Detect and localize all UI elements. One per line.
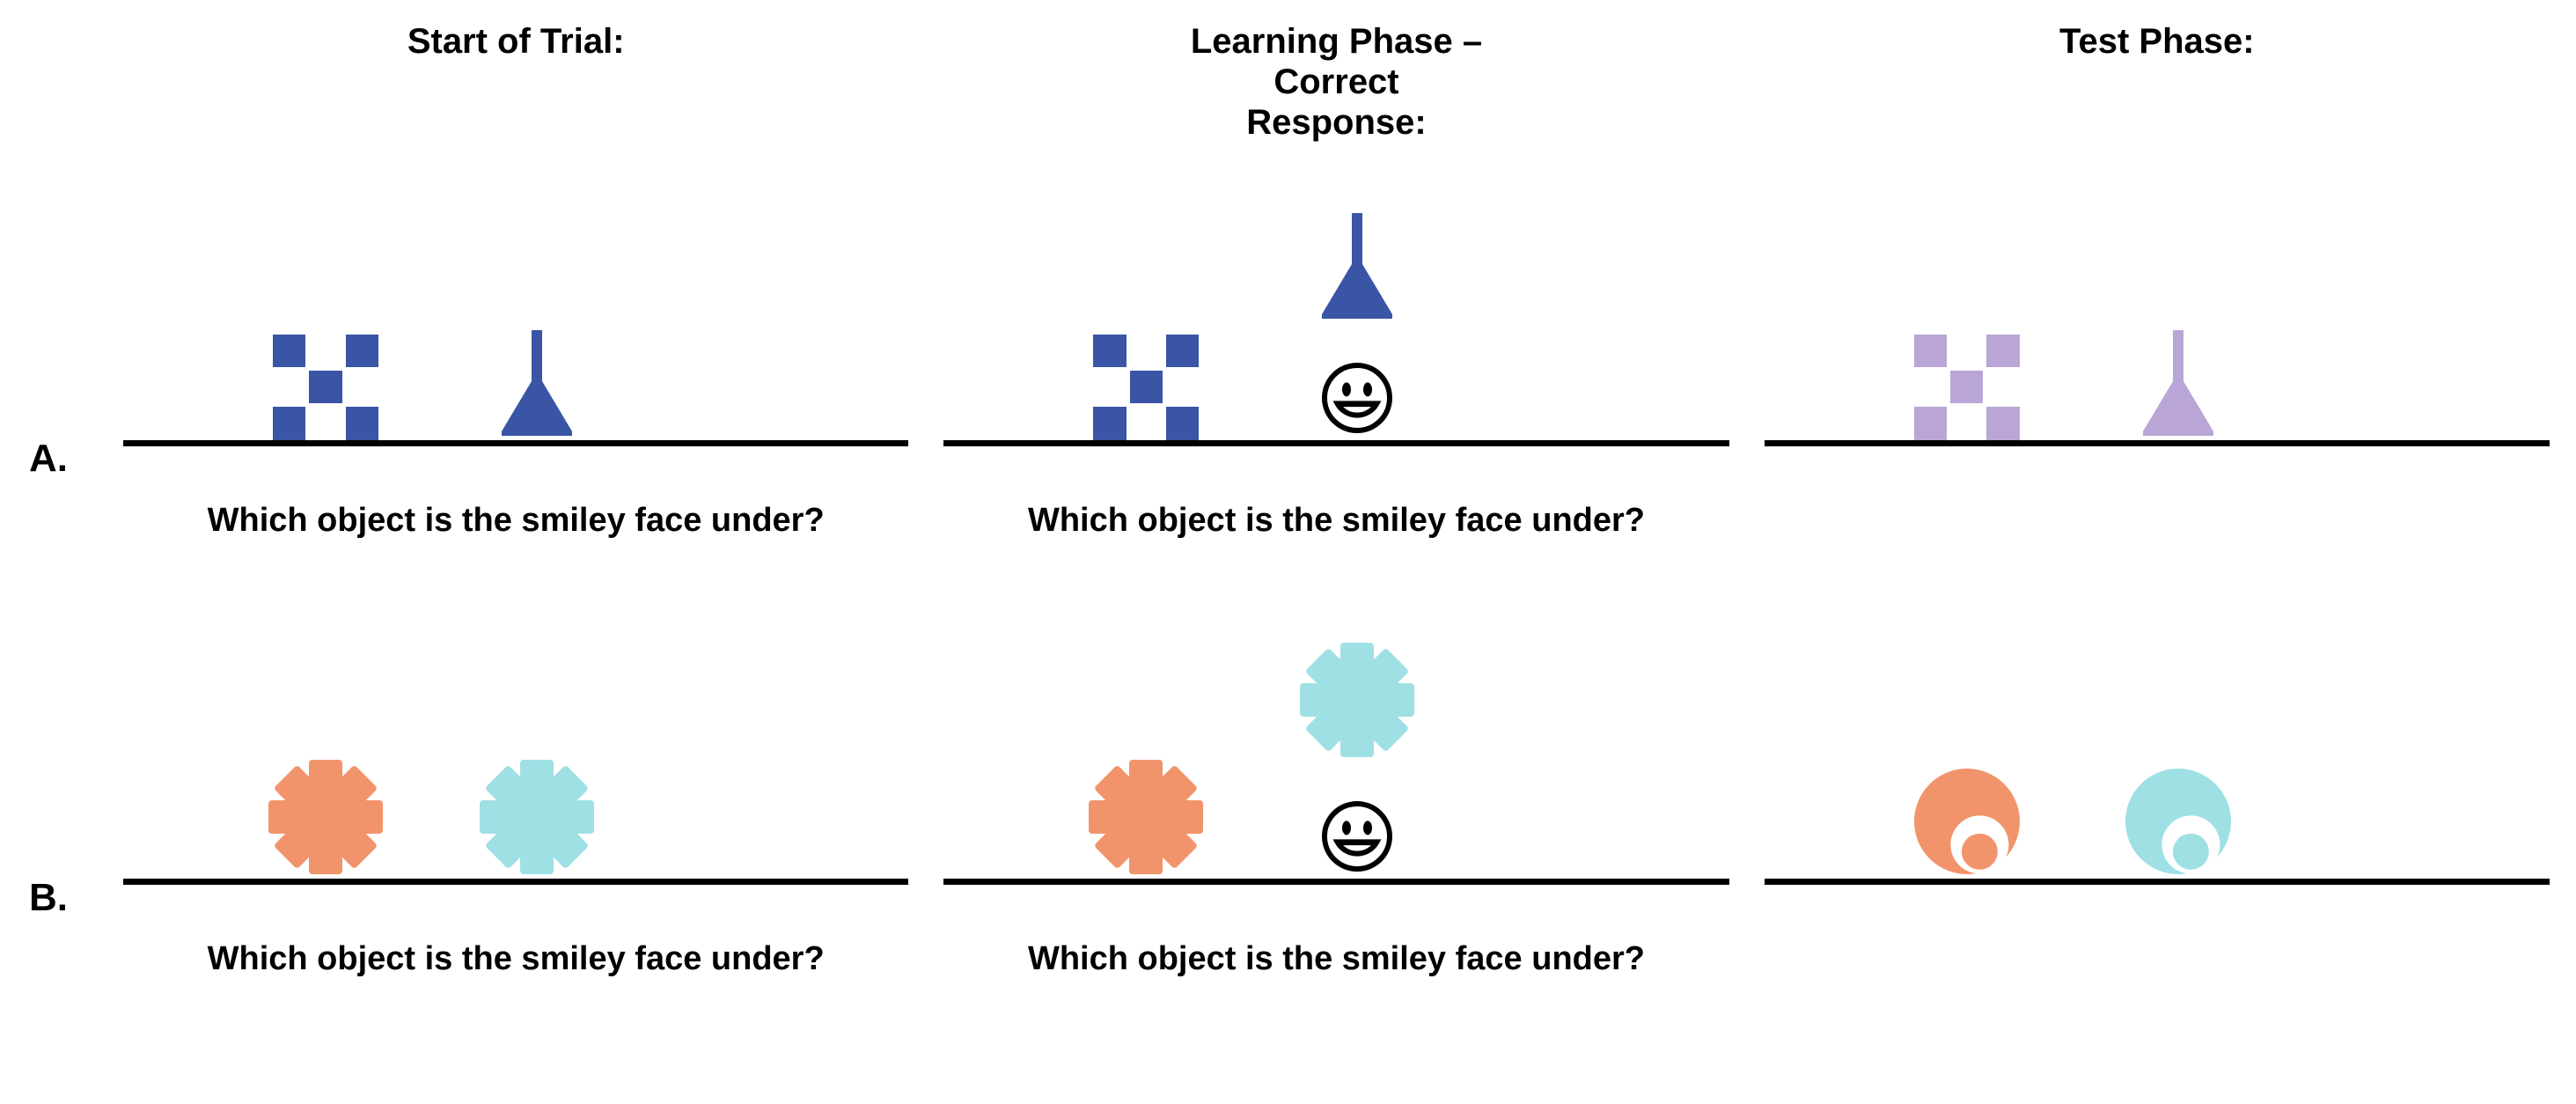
panel-B-test [1765, 647, 2550, 1086]
row-label-A: A. [9, 209, 88, 648]
stage [123, 647, 908, 920]
stage [943, 209, 1728, 482]
question-text: Which object is the smiley face under? [943, 501, 1728, 582]
stage-baseline [123, 879, 908, 885]
checker-icon [1914, 335, 2020, 440]
burst-icon [1300, 643, 1414, 762]
question-text [1765, 939, 2550, 1020]
figure-grid: Start of Trial: Learning Phase – Correct… [0, 0, 2576, 1104]
panel-A-start: Which object is the smiley face under? [123, 209, 908, 648]
question-text: Which object is the smiley face under? [943, 939, 1728, 1020]
burst-icon [1089, 760, 1203, 879]
funnel-icon [2143, 330, 2213, 440]
question-text [1765, 501, 2550, 582]
panel-B-learning: Which object is the smiley face under? [943, 647, 1728, 1086]
question-text: Which object is the smiley face under? [123, 939, 908, 1020]
panel-B-start: Which object is the smiley face under? [123, 647, 908, 1086]
burst-icon [480, 760, 594, 879]
checker-icon [273, 335, 378, 440]
checker-icon [1093, 335, 1199, 440]
crescent-icon [2125, 769, 2231, 879]
smiley-icon [1322, 363, 1392, 433]
col-header-learning: Learning Phase – Correct Response: [943, 18, 1728, 143]
crescent-icon [1914, 769, 2020, 879]
stage-baseline [1765, 440, 2550, 446]
stage [1765, 647, 2550, 920]
smiley-icon [1322, 801, 1392, 872]
stage-baseline [123, 440, 908, 446]
col-header-test: Test Phase: [1765, 18, 2550, 62]
stage [123, 209, 908, 482]
stage [943, 647, 1728, 920]
stage [1765, 209, 2550, 482]
panel-A-learning: Which object is the smiley face under? [943, 209, 1728, 648]
stage-baseline [943, 879, 1728, 885]
corner-spacer [9, 18, 88, 209]
funnel-icon [1322, 213, 1392, 323]
funnel-icon [502, 330, 572, 440]
row-label-B: B. [9, 647, 88, 1086]
stage-baseline [1765, 879, 2550, 885]
question-text: Which object is the smiley face under? [123, 501, 908, 582]
panel-A-test [1765, 209, 2550, 648]
stage-baseline [943, 440, 1728, 446]
burst-icon [268, 760, 383, 879]
col-header-start: Start of Trial: [123, 18, 908, 62]
